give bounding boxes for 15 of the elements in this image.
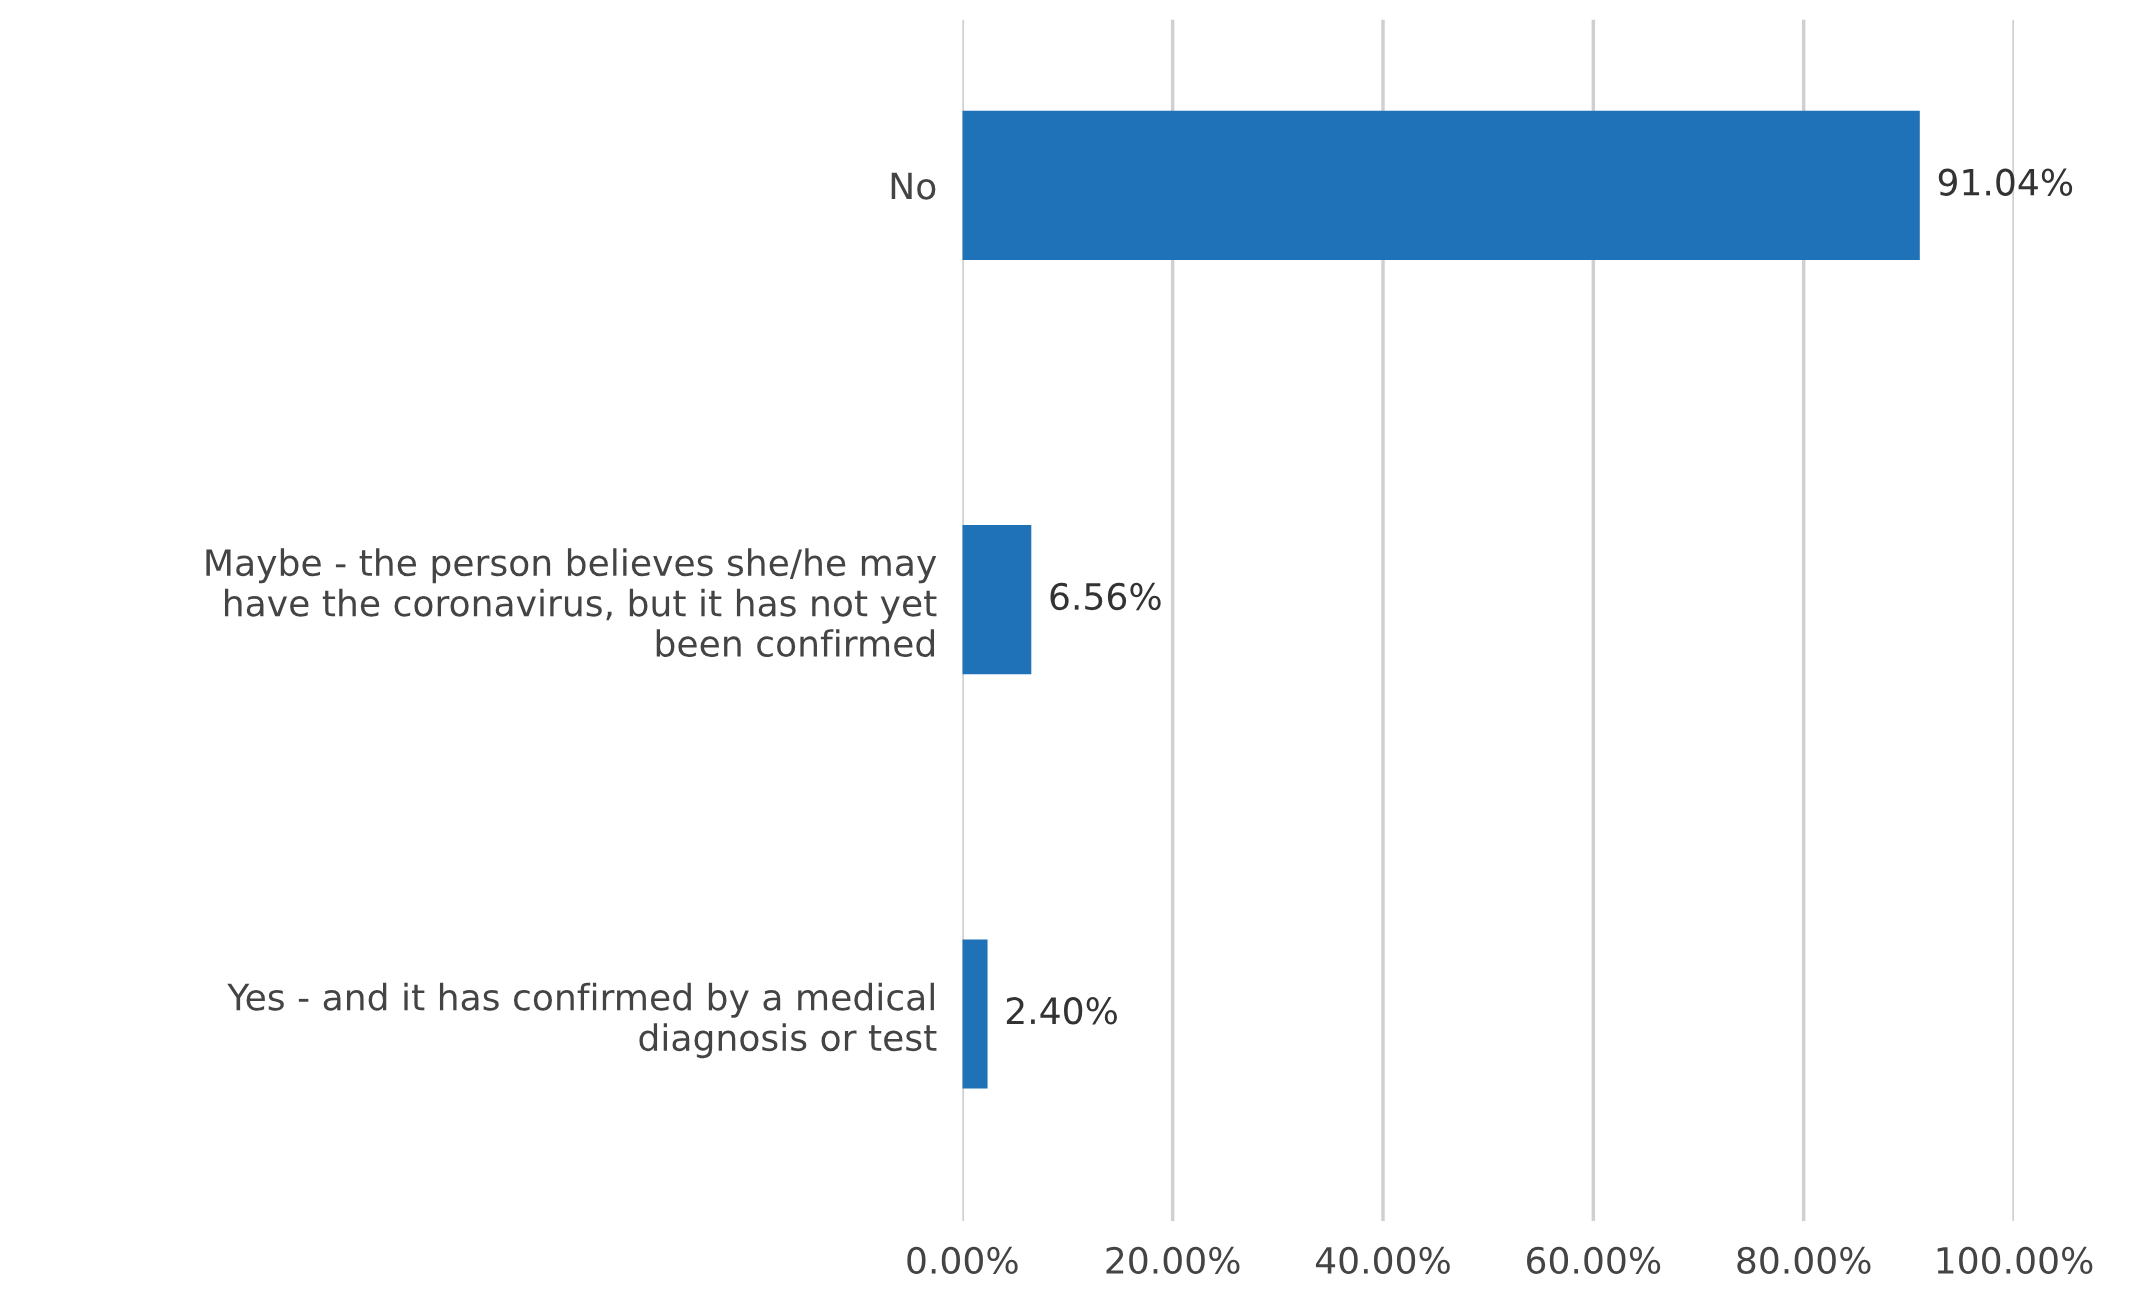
y-tick-label: No (891, 172, 936, 200)
x-tick-label: 20.00% (1106, 1246, 1240, 1275)
x-tick-label: 80.00% (1737, 1246, 1871, 1275)
x-tick-label: 60.00% (1527, 1246, 1661, 1275)
bar (962, 939, 988, 1089)
bar (962, 110, 1920, 260)
y-tick-label: Yes - and it has confirmed by a medical diagnosis or test (227, 982, 937, 1059)
data-label: 91.04% (1938, 168, 2073, 196)
data-label: 6.56% (1050, 582, 1161, 611)
x-tick-label: 40.00% (1315, 1246, 1450, 1275)
x-tick-label: 0.00% (907, 1246, 1018, 1275)
data-label: 2.40% (1006, 997, 1117, 1025)
bar (962, 525, 1032, 675)
y-tick-label: Maybe - the person believes she/he may have the coronavirus, but it has not yet been confirmed (206, 548, 937, 658)
x-tick-label: 100.00% (1937, 1246, 2093, 1275)
